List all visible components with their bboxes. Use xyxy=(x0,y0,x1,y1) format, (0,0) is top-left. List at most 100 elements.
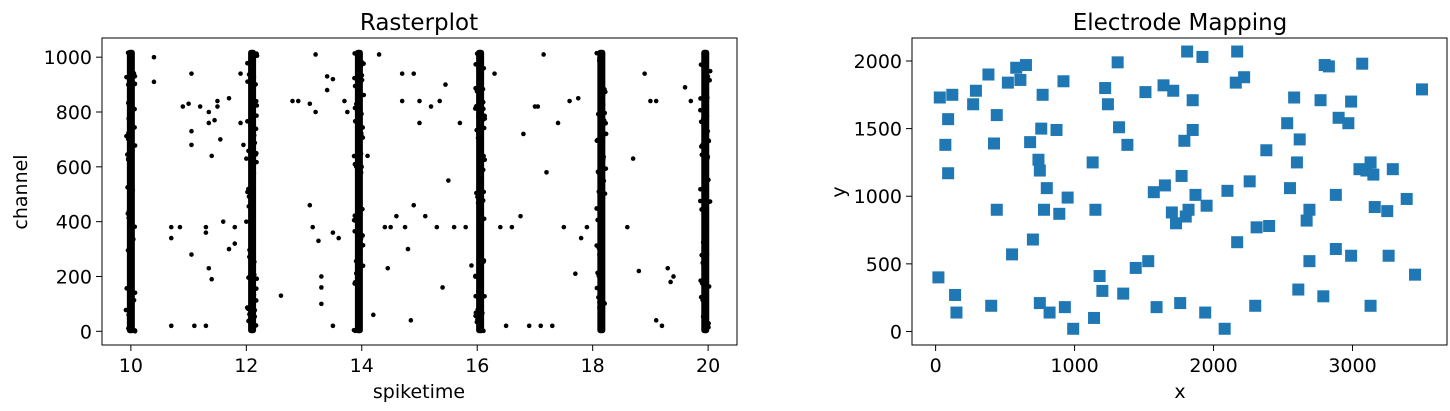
spike-point xyxy=(355,135,361,141)
spike-point xyxy=(129,201,135,206)
spike-point xyxy=(422,213,428,219)
spike-point xyxy=(250,270,256,275)
spike-point xyxy=(232,241,238,246)
spike-point xyxy=(168,224,174,230)
spike-point xyxy=(475,194,480,200)
spike-point xyxy=(254,103,260,108)
rasterplot-y-tick-label: 800 xyxy=(56,102,92,124)
spike-point xyxy=(417,120,422,126)
electrode-marker xyxy=(1117,287,1130,300)
spike-point xyxy=(498,224,503,230)
spike-point xyxy=(704,113,710,119)
spike-point xyxy=(126,215,131,221)
electrode-marker xyxy=(1181,45,1194,58)
electrode-marker xyxy=(1281,117,1294,130)
spike-point xyxy=(598,204,603,209)
spike-point xyxy=(358,132,364,138)
spike-point xyxy=(206,265,212,271)
spike-point xyxy=(130,187,136,193)
spike-point xyxy=(125,152,130,157)
spike-point xyxy=(132,328,138,333)
electrode-marker xyxy=(1292,283,1305,296)
spike-point xyxy=(246,148,251,154)
spike-point xyxy=(699,207,704,212)
spike-point xyxy=(597,300,602,305)
spike-point xyxy=(700,260,706,266)
spike-point xyxy=(310,224,316,230)
spike-point xyxy=(451,224,457,230)
spike-point xyxy=(356,173,361,179)
spike-point xyxy=(704,215,709,221)
spike-point xyxy=(313,109,318,115)
electrode-marker xyxy=(1303,203,1316,216)
spike-point xyxy=(602,301,608,306)
spike-point xyxy=(599,66,605,72)
spike-point xyxy=(245,60,250,66)
spike-point xyxy=(475,317,480,322)
rasterplot-y-tick-label: 0 xyxy=(80,321,92,343)
spike-point xyxy=(307,101,313,107)
spike-point xyxy=(353,258,359,264)
spike-point xyxy=(388,224,393,230)
spike-point xyxy=(598,157,603,162)
electrode-marker xyxy=(1101,98,1114,111)
spike-point xyxy=(132,224,138,230)
spike-point xyxy=(357,266,362,271)
electrode-marker xyxy=(982,68,995,81)
spike-point xyxy=(245,79,250,84)
spike-point xyxy=(475,200,481,206)
spike-point xyxy=(319,301,324,307)
spike-point xyxy=(177,224,183,230)
spike-point xyxy=(596,273,602,279)
electrode-marker xyxy=(1040,182,1053,195)
spike-point xyxy=(480,198,486,203)
spike-point xyxy=(251,133,257,138)
electrode-marker xyxy=(967,98,980,111)
electrode-marker xyxy=(1186,94,1199,107)
spike-point xyxy=(353,101,359,107)
electrode-marker xyxy=(1111,56,1124,69)
electrode-marker xyxy=(1199,306,1212,319)
spike-point xyxy=(659,323,665,329)
spike-point xyxy=(472,106,478,111)
spike-point xyxy=(218,137,223,142)
electrode-marker xyxy=(1329,188,1342,201)
electrode-marker xyxy=(1043,306,1056,319)
spike-point xyxy=(595,111,601,117)
spike-point xyxy=(594,50,600,56)
spike-point xyxy=(249,171,255,177)
spike-point xyxy=(526,323,532,329)
spike-point xyxy=(128,295,134,301)
spike-point xyxy=(599,270,605,276)
electrode-marker xyxy=(1293,133,1306,146)
spike-point xyxy=(123,307,129,313)
spike-point xyxy=(345,109,350,115)
rasterplot-title: Rasterplot xyxy=(360,10,478,36)
electrode-mapping-y-tick-label: 1500 xyxy=(854,119,902,141)
spike-point xyxy=(245,119,250,124)
spike-point xyxy=(597,195,603,201)
spike-point xyxy=(597,184,603,189)
spike-point xyxy=(192,323,197,329)
spike-point xyxy=(253,98,259,104)
spike-point xyxy=(352,51,357,56)
rasterplot-x-ticks: 10 12 14 16 18 20 xyxy=(119,345,720,377)
spike-point xyxy=(252,307,258,313)
spike-point xyxy=(226,96,232,101)
spike-point xyxy=(203,323,209,329)
spike-point xyxy=(699,152,705,158)
electrode-marker xyxy=(1050,123,1063,136)
spike-point xyxy=(597,305,602,310)
rasterplot-y-ticks: 0 200 400 600 800 1000 xyxy=(44,47,102,343)
electrode-marker xyxy=(1086,156,1099,169)
spike-point xyxy=(642,71,647,76)
electrode-marker xyxy=(1089,203,1102,216)
spike-point xyxy=(128,75,133,81)
spike-point xyxy=(653,318,659,323)
spike-point xyxy=(700,278,706,284)
spike-point xyxy=(127,164,132,170)
spike-point xyxy=(352,213,358,218)
spike-point xyxy=(253,126,259,132)
spike-point xyxy=(481,258,487,263)
spike-point xyxy=(125,50,131,56)
